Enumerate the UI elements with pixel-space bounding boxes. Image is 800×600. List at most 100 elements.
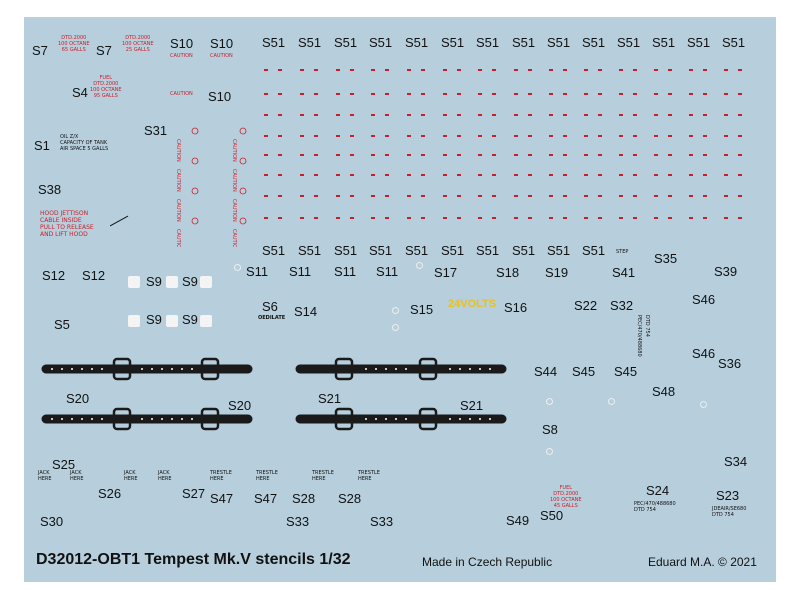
red-dash	[443, 93, 447, 95]
label-s21: S21	[318, 391, 342, 406]
red-dash	[300, 174, 304, 176]
label-s51: S51	[441, 243, 465, 258]
red-dash	[668, 69, 672, 71]
red-dash	[314, 217, 318, 219]
red-dash	[668, 135, 672, 137]
dash-row	[24, 195, 776, 197]
red-dash	[457, 93, 461, 95]
red-dash	[264, 114, 268, 116]
red-dash	[478, 93, 482, 95]
oil-tank-stencil: OIL Z/X CAPACITY OF TANK AIR SPACE 5 GAL…	[60, 134, 109, 152]
label-s36: S36	[718, 356, 742, 371]
label-s45: S45	[614, 364, 638, 379]
red-dash	[738, 174, 742, 176]
red-dash	[385, 69, 389, 71]
red-dash	[264, 93, 268, 95]
red-dash	[371, 135, 375, 137]
label-s51: S51	[476, 35, 500, 50]
red-dash	[738, 217, 742, 219]
red-dash	[724, 154, 728, 156]
label-s1: S1	[34, 138, 50, 153]
decal-dot	[392, 324, 399, 331]
red-dash	[421, 114, 425, 116]
red-dash	[407, 217, 411, 219]
red-dash	[549, 154, 553, 156]
label-s51: S51	[405, 35, 429, 50]
red-dash	[528, 114, 532, 116]
red-dash	[478, 174, 482, 176]
red-dash	[314, 174, 318, 176]
label-s51: S51	[722, 35, 746, 50]
red-dash	[703, 114, 707, 116]
red-dash	[724, 217, 728, 219]
red-dash	[350, 154, 354, 156]
red-dash	[549, 217, 553, 219]
red-dash	[421, 154, 425, 156]
triangle-marker	[166, 276, 178, 288]
red-dash	[563, 195, 567, 197]
red-dash	[598, 154, 602, 156]
dash-row	[24, 69, 776, 71]
red-dash	[443, 135, 447, 137]
red-dash	[314, 69, 318, 71]
label-s46: S46	[692, 292, 716, 307]
red-dash	[421, 217, 425, 219]
label-s9: S9	[146, 312, 162, 327]
label-s30: S30	[40, 514, 64, 529]
red-dash	[278, 135, 282, 137]
caution-stencil: CAUTION	[170, 53, 193, 59]
decal-dot	[392, 307, 399, 314]
jack-here-stencil: JACK HERE	[38, 470, 52, 482]
red-dash	[563, 69, 567, 71]
red-dash	[371, 114, 375, 116]
red-dash	[668, 217, 672, 219]
red-dash	[492, 154, 496, 156]
red-dash	[563, 93, 567, 95]
red-dash	[528, 135, 532, 137]
red-dash	[528, 217, 532, 219]
red-dash	[336, 154, 340, 156]
red-dash	[478, 217, 482, 219]
red-dash	[336, 174, 340, 176]
red-dash	[278, 154, 282, 156]
red-dash	[598, 114, 602, 116]
red-dash	[385, 93, 389, 95]
label-s51: S51	[405, 243, 429, 258]
red-dash	[633, 195, 637, 197]
red-dash	[668, 195, 672, 197]
red-dash	[633, 154, 637, 156]
red-dash	[264, 69, 268, 71]
label-s46: S46	[692, 346, 716, 361]
label-s21: S21	[460, 398, 484, 413]
red-dash	[584, 154, 588, 156]
red-dash	[654, 174, 658, 176]
label-s51: S51	[441, 35, 465, 50]
label-s49: S49	[506, 513, 530, 528]
dash-row	[24, 135, 776, 137]
red-dash	[300, 217, 304, 219]
red-dash	[492, 174, 496, 176]
red-dash	[371, 217, 375, 219]
red-dash	[457, 114, 461, 116]
red-dash	[421, 174, 425, 176]
red-dash	[336, 195, 340, 197]
red-dash	[633, 69, 637, 71]
red-dash	[528, 93, 532, 95]
red-dash	[514, 217, 518, 219]
triangle-marker	[128, 315, 140, 327]
red-dash	[264, 174, 268, 176]
red-dash	[738, 195, 742, 197]
s23-stencil: JDEAIR/SE680 DTD 754	[712, 506, 747, 518]
red-dash	[668, 114, 672, 116]
red-dash	[336, 93, 340, 95]
label-s51: S51	[369, 243, 393, 258]
svg-text:CAUTION: CAUTION	[175, 199, 181, 222]
red-dash	[264, 154, 268, 156]
label-s44: S44	[534, 364, 558, 379]
red-dash	[689, 195, 693, 197]
red-dash	[421, 135, 425, 137]
label-s5: S5	[54, 317, 70, 332]
svg-text:CAUTION: CAUTION	[175, 169, 181, 192]
red-dash	[724, 135, 728, 137]
fuel-stencil-25-galls: DTD.2000 100 OCTANE 25 GALLS	[122, 35, 154, 53]
